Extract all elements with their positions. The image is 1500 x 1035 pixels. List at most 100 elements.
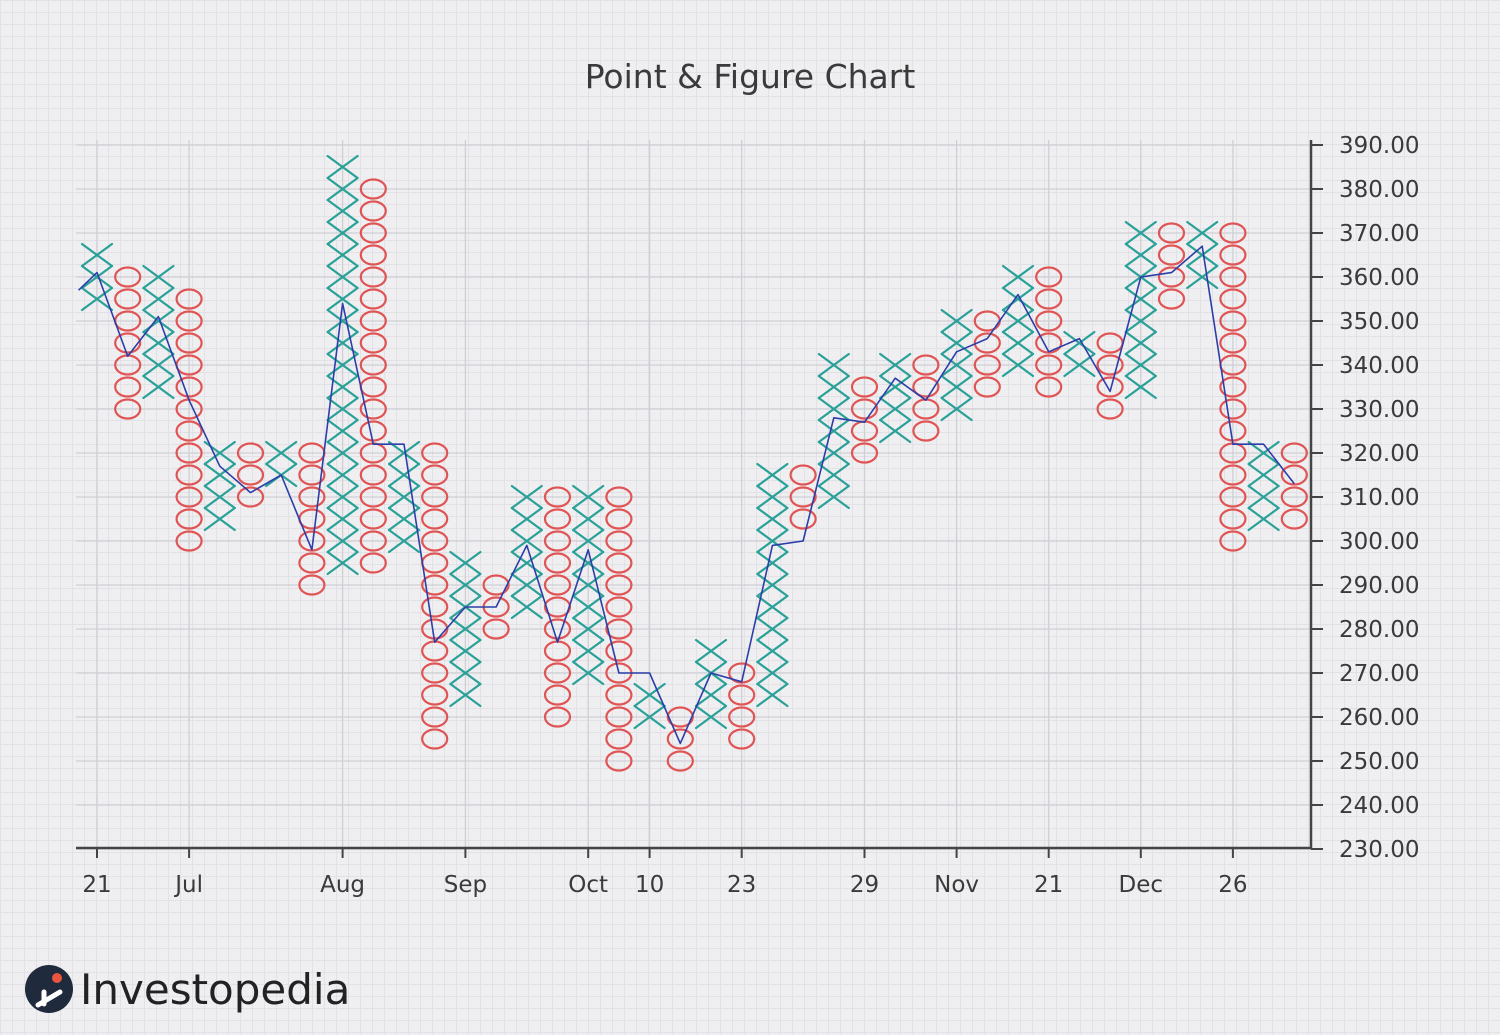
o-mark — [912, 376, 940, 398]
o-mark — [605, 728, 633, 750]
o-mark — [359, 376, 387, 398]
o-mark — [789, 508, 817, 530]
x-mark — [817, 396, 850, 422]
x-mark — [449, 660, 482, 686]
o-mark — [789, 464, 817, 486]
x-column — [203, 440, 236, 532]
o-mark — [543, 662, 572, 684]
x-column — [1001, 264, 1035, 378]
x-mark — [940, 396, 973, 422]
y-tick-label: 350.00 — [1339, 309, 1419, 335]
x-mark — [940, 308, 973, 334]
x-mark — [1124, 242, 1157, 268]
x-column — [633, 682, 666, 730]
o-column — [973, 310, 1001, 398]
y-tick-label: 380.00 — [1339, 177, 1419, 203]
o-column — [421, 442, 449, 750]
o-mark — [359, 354, 387, 376]
x-mark — [265, 440, 298, 466]
x-mark — [572, 616, 605, 642]
x-mark — [326, 308, 359, 334]
o-column — [1280, 442, 1308, 530]
o-column — [359, 178, 387, 574]
o-mark — [1219, 398, 1247, 420]
o-mark — [1035, 376, 1063, 398]
price-line — [78, 245, 1295, 745]
o-mark — [421, 442, 449, 464]
x-mark — [1063, 352, 1096, 378]
o-mark — [359, 332, 387, 354]
o-mark — [421, 640, 449, 662]
x-mark — [1186, 242, 1219, 268]
o-column — [543, 486, 572, 728]
o-mark — [175, 420, 203, 442]
o-mark — [850, 442, 879, 464]
o-mark — [298, 486, 326, 508]
o-mark — [359, 486, 387, 508]
o-mark — [543, 552, 572, 574]
o-mark — [421, 684, 449, 706]
o-mark — [850, 398, 879, 420]
x-tick-label: 29 — [850, 872, 879, 898]
o-mark — [236, 486, 265, 508]
o-mark — [175, 530, 203, 552]
o-mark — [605, 640, 633, 662]
o-mark — [1219, 222, 1247, 244]
x-mark — [572, 594, 605, 620]
x-mark — [449, 638, 482, 664]
o-mark — [421, 464, 449, 486]
o-mark — [421, 596, 449, 618]
x-mark — [756, 528, 789, 554]
o-mark — [1035, 354, 1063, 376]
x-mark — [326, 484, 359, 510]
x-mark — [572, 528, 605, 554]
y-tick-label: 260.00 — [1339, 705, 1419, 731]
x-mark — [940, 352, 973, 378]
pnf-columns — [80, 154, 1308, 772]
x-column — [326, 154, 359, 576]
y-tick-label: 230.00 — [1339, 837, 1419, 863]
x-mark — [756, 616, 789, 642]
x-mark — [510, 528, 543, 554]
x-column — [879, 352, 912, 444]
x-mark — [817, 418, 850, 444]
o-mark — [850, 376, 879, 398]
o-column — [114, 266, 142, 420]
o-column — [912, 354, 940, 442]
x-mark — [694, 638, 728, 664]
x-mark — [142, 330, 175, 356]
o-mark — [359, 310, 387, 332]
x-mark — [1001, 330, 1035, 356]
o-mark — [298, 464, 326, 486]
o-mark — [1035, 310, 1063, 332]
x-column — [817, 352, 850, 510]
o-mark — [298, 574, 326, 596]
x-column — [265, 440, 298, 488]
o-mark — [666, 706, 694, 728]
x-mark — [387, 462, 421, 488]
x-mark — [80, 286, 114, 312]
o-mark — [543, 574, 572, 596]
o-mark — [359, 288, 387, 310]
x-mark — [387, 528, 421, 554]
x-mark — [326, 440, 359, 466]
o-mark — [114, 288, 142, 310]
o-mark — [359, 222, 387, 244]
o-mark — [359, 178, 387, 200]
x-column — [1186, 220, 1219, 290]
x-mark — [449, 572, 482, 598]
o-mark — [605, 596, 633, 618]
x-mark — [572, 506, 605, 532]
x-mark — [817, 352, 850, 378]
x-mark — [879, 396, 912, 422]
o-mark — [605, 706, 633, 728]
o-mark — [421, 574, 449, 596]
x-mark — [940, 330, 973, 356]
o-mark — [1219, 332, 1247, 354]
x-mark — [326, 550, 359, 576]
chart-title: Point & Figure Chart — [585, 57, 916, 96]
o-column — [728, 662, 756, 750]
x-mark — [1124, 286, 1157, 312]
o-mark — [421, 662, 449, 684]
o-mark — [1219, 464, 1247, 486]
